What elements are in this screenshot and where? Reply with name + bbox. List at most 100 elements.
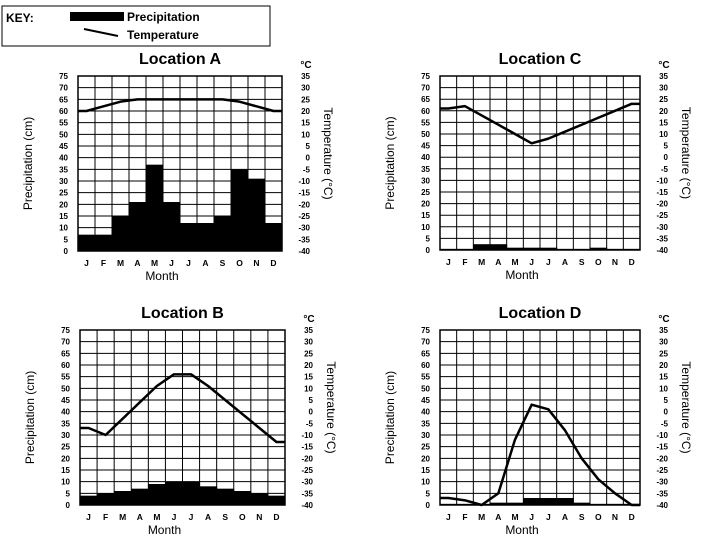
temperature-tick-label: 20 xyxy=(304,361,313,370)
temperature-tick-label: 25 xyxy=(301,95,310,104)
precipitation-tick-label: 65 xyxy=(421,349,430,358)
temperature-tick-label: 5 xyxy=(309,396,314,405)
temperature-tick-label: -35 xyxy=(301,489,313,498)
month-tick-label: M xyxy=(511,257,518,267)
precipitation-tick-label: 25 xyxy=(421,188,430,197)
precipitation-bar xyxy=(180,223,198,251)
month-tick-label: M xyxy=(151,258,158,268)
precipitation-tick-label: 20 xyxy=(421,200,430,209)
month-tick-label: J xyxy=(172,512,177,522)
temperature-unit-label: °C xyxy=(658,60,669,71)
month-tick-label: N xyxy=(253,258,259,268)
precipitation-tick-label: 45 xyxy=(421,396,430,405)
chart-title: Location C xyxy=(499,51,582,68)
temperature-tick-label: -40 xyxy=(301,501,313,510)
chart-location-b: Location B °C0510152025303540455055606570… xyxy=(23,305,338,537)
key-border xyxy=(1,5,271,47)
precipitation-tick-label: 35 xyxy=(61,419,70,428)
precipitation-bar xyxy=(231,169,249,251)
month-tick-label: M xyxy=(119,512,126,522)
month-tick-label: J xyxy=(189,512,194,522)
month-tick-label: M xyxy=(478,512,485,522)
precipitation-bar xyxy=(590,247,608,250)
key-label: KEY: xyxy=(6,11,34,25)
temperature-tick-label: 10 xyxy=(304,384,313,393)
month-tick-label: A xyxy=(495,512,501,522)
precipitation-bar xyxy=(233,491,252,505)
precipitation-tick-label: 5 xyxy=(426,234,431,243)
precipitation-tick-label: 70 xyxy=(61,338,70,347)
precipitation-tick-label: 5 xyxy=(64,235,69,244)
temperature-tick-label: -5 xyxy=(661,419,669,428)
precipitation-bar xyxy=(214,216,232,251)
precipitation-tick-label: 30 xyxy=(59,177,68,186)
precipitation-bar xyxy=(540,498,558,505)
x-axis-label: Month xyxy=(505,523,538,537)
month-tick-label: S xyxy=(220,258,226,268)
precipitation-tick-label: 50 xyxy=(421,130,430,139)
precipitation-tick-label: 10 xyxy=(59,224,68,233)
precipitation-tick-label: 10 xyxy=(421,223,430,232)
precipitation-bar xyxy=(490,244,508,250)
precipitation-bar xyxy=(146,164,164,251)
key-precipitation-swatch xyxy=(70,12,124,21)
temperature-tick-label: -30 xyxy=(298,224,310,233)
temperature-tick-label: -10 xyxy=(656,176,668,185)
precipitation-tick-label: 55 xyxy=(421,118,430,127)
precipitation-tick-label: 25 xyxy=(421,443,430,452)
precipitation-tick-label: 35 xyxy=(59,165,68,174)
temperature-tick-label: 15 xyxy=(304,373,313,382)
temperature-tick-label: 0 xyxy=(309,408,314,417)
precipitation-tick-label: 45 xyxy=(59,142,68,151)
temperature-tick-label: 0 xyxy=(664,408,669,417)
precipitation-tick-label: 75 xyxy=(59,72,68,81)
precipitation-bar xyxy=(114,491,132,505)
precipitation-tick-label: 30 xyxy=(421,176,430,185)
temperature-unit-label: °C xyxy=(658,314,669,325)
temperature-tick-label: -5 xyxy=(661,165,669,174)
month-tick-label: F xyxy=(462,257,467,267)
month-tick-label: F xyxy=(101,258,106,268)
precipitation-tick-label: 60 xyxy=(59,107,68,116)
precipitation-tick-label: 30 xyxy=(61,431,70,440)
precipitation-tick-label: 55 xyxy=(59,119,68,128)
month-tick-label: J xyxy=(529,512,534,522)
month-tick-label: N xyxy=(256,512,262,522)
precipitation-tick-label: 20 xyxy=(59,200,68,209)
plot-border xyxy=(79,329,286,506)
y2-axis-label: Temperature (°C) xyxy=(321,107,335,199)
temperature-tick-label: -30 xyxy=(301,478,313,487)
precipitation-bar xyxy=(540,247,558,250)
precipitation-tick-label: 35 xyxy=(421,165,430,174)
temperature-tick-label: -10 xyxy=(656,431,668,440)
precipitation-tick-label: 50 xyxy=(59,130,68,139)
temperature-tick-label: -25 xyxy=(656,211,668,220)
temperature-tick-label: 30 xyxy=(301,84,310,93)
month-tick-label: S xyxy=(579,257,585,267)
precipitation-bar xyxy=(129,202,147,251)
month-tick-label: A xyxy=(495,257,501,267)
temperature-tick-label: -15 xyxy=(656,443,668,452)
precipitation-tick-label: 65 xyxy=(421,95,430,104)
precipitation-tick-label: 15 xyxy=(421,211,430,220)
temperature-tick-label: -40 xyxy=(656,501,668,510)
precipitation-tick-label: 55 xyxy=(421,373,430,382)
temperature-tick-label: -20 xyxy=(656,200,668,209)
plot-border xyxy=(439,75,641,251)
precipitation-tick-label: 45 xyxy=(61,396,70,405)
month-tick-label: J xyxy=(529,257,534,267)
month-tick-label: J xyxy=(546,512,551,522)
temperature-tick-label: 30 xyxy=(304,338,313,347)
temperature-tick-label: -40 xyxy=(298,247,310,256)
precipitation-tick-label: 15 xyxy=(421,466,430,475)
temperature-tick-label: 25 xyxy=(659,349,668,358)
precipitation-tick-label: 35 xyxy=(421,419,430,428)
month-tick-label: D xyxy=(273,512,279,522)
precipitation-bar xyxy=(267,495,286,505)
temperature-tick-label: -35 xyxy=(298,235,310,244)
temperature-tick-label: -5 xyxy=(303,165,311,174)
precipitation-tick-label: 5 xyxy=(66,489,71,498)
y-axis-label: Precipitation (cm) xyxy=(23,371,37,464)
month-tick-label: O xyxy=(595,512,602,522)
month-tick-label: S xyxy=(222,512,228,522)
